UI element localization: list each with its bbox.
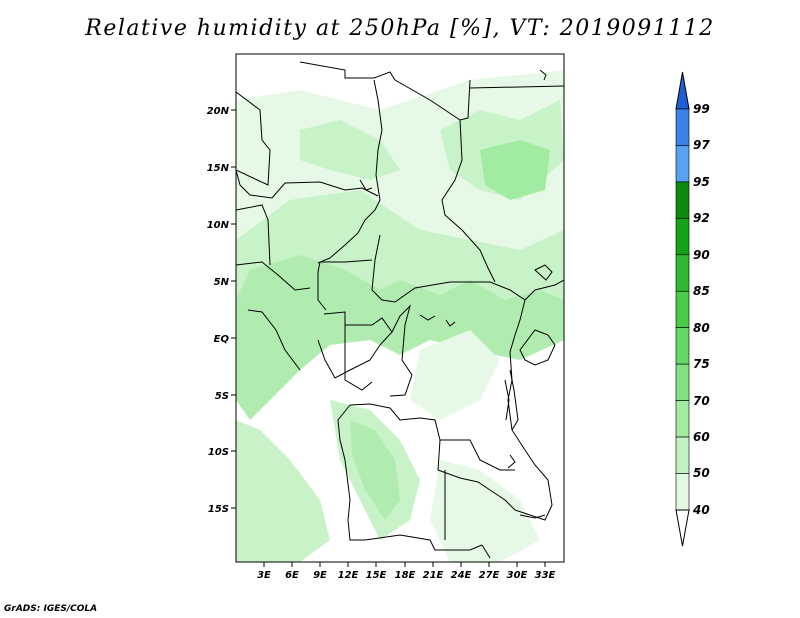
colorbar-cell [675,108,690,146]
lat-tick-label: 15S [208,504,229,515]
lon-tick-label: 24E [451,570,472,581]
lon-tick-label: 15E [366,570,387,581]
colorbar-level-label: 95 [693,175,710,189]
colorbar-level-label: 80 [693,321,710,335]
colorbar-cell [675,473,690,511]
map-frame [235,53,565,563]
chart-title: Relative humidity at 250hPa [%], VT: 201… [85,16,715,41]
colorbar-level-label: 99 [693,102,710,116]
lon-axis: 3E 6E 9E 12E 15E 18E 21E 24E 27E 30E 33E [257,562,556,581]
humidity-shading [236,70,564,562]
colorbar-cap-top [675,71,690,110]
colorbar-level-label: 70 [693,394,710,408]
lon-tick-label: 30E [507,570,528,581]
colorbar-cell [675,400,690,438]
colorbar-level-label: 75 [693,357,710,371]
lat-tick-label: 15N [207,163,230,174]
lon-tick-label: 33E [535,570,556,581]
lon-tick-label: 27E [479,570,500,581]
grads-credit: GrADS: IGES/COLA [4,604,98,614]
lat-axis: 20N 15N 10N 5N EQ 5S 10S 15S [207,106,236,515]
colorbar-level-label: 92 [693,211,710,225]
colorbar-cap-bottom [675,509,690,547]
colorbar-level-label: 85 [693,284,710,298]
colorbar-cell [675,218,690,256]
lon-tick-label: 6E [285,570,299,581]
colorbar-cell [675,181,690,219]
colorbar-cell [675,327,690,365]
colorbar-level-label: 50 [693,466,710,480]
lat-tick-label: 10S [208,447,229,458]
lat-tick-label: 10N [207,220,230,231]
colorbar-cell [675,363,690,401]
colorbar-level-label: 60 [693,430,710,444]
lon-tick-label: 18E [395,570,416,581]
colorbar-cell [675,254,690,292]
lon-tick-label: 3E [257,570,271,581]
lat-tick-label: 20N [207,106,230,117]
colorbar-level-label: 90 [693,248,710,262]
lon-tick-label: 12E [338,570,359,581]
lat-tick-label: 5S [215,391,229,402]
lake-outlines [359,69,556,519]
colorbar-level-label: 40 [692,503,710,517]
lat-tick-label: EQ [214,334,230,345]
colorbar: 99 97 95 92 90 85 80 75 70 60 50 40 [675,71,710,547]
country-borders [236,61,564,559]
colorbar-cell [675,290,690,329]
lon-tick-label: 21E [423,570,444,581]
lon-tick-label: 9E [313,570,327,581]
colorbar-cell [675,145,690,183]
colorbar-level-label: 97 [693,138,710,152]
lat-tick-label: 5N [214,277,230,288]
colorbar-cell [675,436,690,474]
